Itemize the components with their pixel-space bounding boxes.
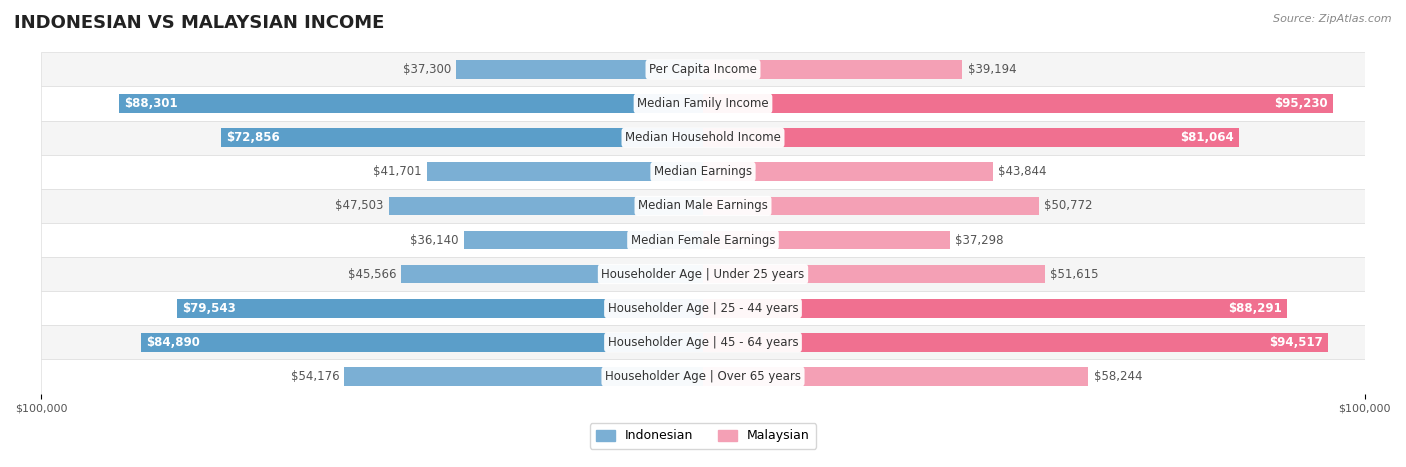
- Bar: [41, 325, 1365, 360]
- Bar: [402, 265, 703, 283]
- Text: Median Earnings: Median Earnings: [654, 165, 752, 178]
- Text: Householder Age | Under 25 years: Householder Age | Under 25 years: [602, 268, 804, 281]
- Bar: [41, 291, 1365, 325]
- Text: Householder Age | 25 - 44 years: Householder Age | 25 - 44 years: [607, 302, 799, 315]
- Bar: [703, 333, 1329, 352]
- Bar: [221, 128, 703, 147]
- Bar: [388, 197, 703, 215]
- Bar: [41, 223, 1365, 257]
- Text: $36,140: $36,140: [411, 234, 458, 247]
- Text: $51,615: $51,615: [1050, 268, 1098, 281]
- Bar: [41, 86, 1365, 120]
- Text: $94,517: $94,517: [1270, 336, 1323, 349]
- Bar: [41, 257, 1365, 291]
- Bar: [456, 60, 703, 79]
- Bar: [427, 163, 703, 181]
- Bar: [703, 128, 1240, 147]
- Text: $47,503: $47,503: [335, 199, 384, 212]
- Bar: [41, 120, 1365, 155]
- Text: Source: ZipAtlas.com: Source: ZipAtlas.com: [1274, 14, 1392, 24]
- Text: Median Female Earnings: Median Female Earnings: [631, 234, 775, 247]
- Bar: [177, 299, 703, 318]
- Bar: [703, 265, 1045, 283]
- Text: $43,844: $43,844: [998, 165, 1047, 178]
- Text: $88,291: $88,291: [1229, 302, 1282, 315]
- Text: $95,230: $95,230: [1274, 97, 1327, 110]
- Bar: [41, 155, 1365, 189]
- Text: $37,298: $37,298: [955, 234, 1004, 247]
- Bar: [344, 367, 703, 386]
- Text: INDONESIAN VS MALAYSIAN INCOME: INDONESIAN VS MALAYSIAN INCOME: [14, 14, 384, 32]
- Text: $50,772: $50,772: [1045, 199, 1092, 212]
- Text: $37,300: $37,300: [402, 63, 451, 76]
- Text: Householder Age | Over 65 years: Householder Age | Over 65 years: [605, 370, 801, 383]
- Text: Householder Age | 45 - 64 years: Householder Age | 45 - 64 years: [607, 336, 799, 349]
- Legend: Indonesian, Malaysian: Indonesian, Malaysian: [591, 423, 815, 449]
- Text: $41,701: $41,701: [373, 165, 422, 178]
- Bar: [118, 94, 703, 113]
- Text: Per Capita Income: Per Capita Income: [650, 63, 756, 76]
- Text: $39,194: $39,194: [967, 63, 1017, 76]
- Text: $54,176: $54,176: [291, 370, 339, 383]
- Text: Median Household Income: Median Household Income: [626, 131, 780, 144]
- Bar: [41, 189, 1365, 223]
- Bar: [703, 94, 1333, 113]
- Text: $84,890: $84,890: [146, 336, 201, 349]
- Bar: [703, 367, 1088, 386]
- Bar: [703, 231, 950, 249]
- Bar: [141, 333, 703, 352]
- Text: $45,566: $45,566: [347, 268, 396, 281]
- Bar: [41, 52, 1365, 86]
- Bar: [703, 197, 1039, 215]
- Bar: [703, 163, 993, 181]
- Text: $79,543: $79,543: [181, 302, 236, 315]
- Bar: [703, 299, 1288, 318]
- Text: $72,856: $72,856: [226, 131, 280, 144]
- Text: Median Family Income: Median Family Income: [637, 97, 769, 110]
- Text: $88,301: $88,301: [124, 97, 177, 110]
- Bar: [464, 231, 703, 249]
- Text: Median Male Earnings: Median Male Earnings: [638, 199, 768, 212]
- Text: $58,244: $58,244: [1094, 370, 1142, 383]
- Bar: [41, 360, 1365, 394]
- Bar: [703, 60, 962, 79]
- Text: $81,064: $81,064: [1181, 131, 1234, 144]
